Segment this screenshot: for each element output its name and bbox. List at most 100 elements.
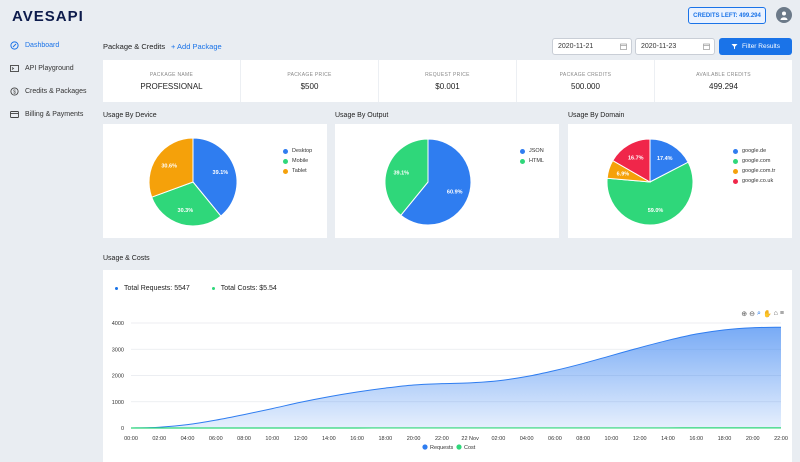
pie-slice-label: 59.0% bbox=[648, 208, 664, 214]
usage-by-output-title: Usage By Output bbox=[335, 112, 389, 119]
stat-label: PACKAGE NAME bbox=[149, 71, 194, 78]
date-to-value: 2020-11-23 bbox=[641, 43, 677, 50]
pie-slice-desktop[interactable] bbox=[192, 137, 238, 217]
legend-dot bbox=[520, 158, 525, 164]
stat-package-price: PACKAGE PRICE $500 bbox=[241, 60, 379, 102]
add-package-link[interactable]: + Add Package bbox=[171, 42, 222, 51]
x-tick-label: 22:00 bbox=[774, 436, 788, 442]
app-logo: AVESAPI bbox=[12, 8, 84, 25]
requests-area bbox=[131, 327, 781, 428]
sidebar-item-label: Billing & Payments bbox=[25, 111, 84, 118]
x-tick-label: 14:00 bbox=[322, 436, 336, 442]
pie-slice-google-com[interactable] bbox=[606, 161, 694, 226]
home-icon[interactable]: ⌂ bbox=[773, 310, 778, 317]
menu-icon[interactable]: ≡ bbox=[779, 310, 784, 317]
sidebar: Dashboard API Playground $ Credits & Pac… bbox=[0, 34, 96, 126]
legend-item-google-co-uk[interactable]: google.co.uk bbox=[733, 176, 775, 186]
legend-label: Desktop bbox=[292, 148, 313, 154]
pie-slice-mobile[interactable] bbox=[151, 181, 222, 227]
filter-results-button[interactable]: Filter Results bbox=[719, 38, 792, 55]
x-tick-label: 12:00 bbox=[633, 436, 647, 442]
usage-costs-title: Usage & Costs bbox=[103, 255, 150, 262]
legend-dot bbox=[283, 168, 288, 174]
pie-slice-google-de[interactable] bbox=[649, 138, 689, 183]
x-tick-label: 22:00 bbox=[435, 436, 449, 442]
legend-label[interactable]: Cost bbox=[464, 445, 476, 451]
legend-dot bbox=[733, 168, 738, 174]
x-tick-label: 10:00 bbox=[265, 436, 279, 442]
pie-slice-google-co-uk[interactable] bbox=[612, 138, 651, 183]
sidebar-item-credits-packages[interactable]: $ Credits & Packages bbox=[0, 80, 96, 103]
legend-item-tablet[interactable]: Tablet bbox=[283, 166, 312, 176]
pie-slice-tablet[interactable] bbox=[148, 137, 194, 198]
stat-value: 499.294 bbox=[709, 81, 738, 91]
pan-hand-icon[interactable]: ✋ bbox=[762, 311, 772, 318]
stat-value: $0.001 bbox=[435, 81, 460, 91]
pie-slice-label: 30.3% bbox=[178, 208, 194, 214]
device-pie-card: 39.1% 30.3% 30.6% Desktop Mobile Tablet bbox=[103, 124, 327, 238]
pie-slice-html[interactable] bbox=[384, 138, 429, 217]
stat-label: PACKAGE CREDITS bbox=[559, 71, 612, 78]
legend-dot bbox=[283, 158, 288, 164]
sidebar-item-dashboard[interactable]: Dashboard bbox=[0, 34, 96, 57]
legend-item-google-com-tr[interactable]: google.com.tr bbox=[733, 166, 775, 176]
legend-label: Tablet bbox=[292, 168, 307, 174]
zoom-in-icon[interactable]: ⊕ bbox=[741, 311, 748, 318]
x-tick-label: 06:00 bbox=[548, 436, 562, 442]
y-tick-label: 3000 bbox=[112, 347, 124, 353]
date-to-input[interactable]: 2020-11-23 bbox=[635, 38, 715, 55]
legend-item-google-com[interactable]: google.com bbox=[733, 156, 775, 166]
pie-slice-label: 39.1% bbox=[213, 170, 229, 176]
x-tick-label: 14:00 bbox=[661, 436, 675, 442]
x-tick-label: 04:00 bbox=[520, 436, 534, 442]
x-tick-label: 06:00 bbox=[209, 436, 223, 442]
y-tick-label: 4000 bbox=[112, 321, 124, 327]
legend-dot bbox=[456, 444, 462, 450]
legend-item-desktop[interactable]: Desktop bbox=[283, 146, 312, 156]
terminal-icon bbox=[10, 64, 19, 73]
legend-label: google.com.tr bbox=[742, 168, 776, 174]
stat-label: AVAILABLE CREDITS bbox=[696, 71, 751, 78]
requests-line[interactable] bbox=[130, 326, 782, 429]
card-icon bbox=[10, 110, 19, 119]
magnifier-icon[interactable]: ⌕ bbox=[757, 310, 761, 317]
x-tick-label: 18:00 bbox=[378, 436, 392, 442]
legend-label: google.de bbox=[742, 148, 767, 154]
date-from-value: 2020-11-21 bbox=[558, 43, 594, 50]
requests-dot bbox=[115, 287, 118, 290]
pie-slice-label: 30.6% bbox=[161, 163, 177, 169]
usage-by-domain-title: Usage By Domain bbox=[568, 112, 625, 119]
dollar-icon: $ bbox=[10, 87, 19, 96]
sidebar-item-api-playground[interactable]: API Playground bbox=[0, 57, 96, 80]
calendar-icon bbox=[620, 43, 627, 50]
total-costs-text: Total Costs: $5.54 bbox=[220, 285, 277, 292]
user-avatar[interactable] bbox=[776, 7, 792, 23]
legend-dot bbox=[422, 444, 428, 450]
x-tick-label: 00:00 bbox=[124, 436, 138, 442]
chart-toolbar: ⊕ ⊖ ⌕ ✋ ⌂ ≡ bbox=[741, 310, 784, 318]
pie-slice-label: 17.4% bbox=[657, 156, 673, 162]
usage-totals: Total Requests: 5547 Total Costs: $5.54 bbox=[115, 285, 277, 292]
device-pie-legend: Desktop Mobile Tablet bbox=[283, 146, 312, 176]
legend-item-mobile[interactable]: Mobile bbox=[283, 156, 312, 166]
pie-slice-json[interactable] bbox=[400, 138, 472, 226]
legend-item-json[interactable]: JSON bbox=[520, 146, 544, 156]
package-stats-bar: PACKAGE NAME PROFESSIONAL PACKAGE PRICE $5… bbox=[103, 60, 792, 102]
stat-package-credits: PACKAGE CREDITS 500.000 bbox=[517, 60, 655, 102]
date-from-input[interactable]: 2020-11-21 bbox=[552, 38, 632, 55]
filter-icon bbox=[731, 44, 738, 50]
legend-label: Mobile bbox=[292, 158, 309, 164]
credits-left-badge: CREDITS LEFT: 499.294 bbox=[688, 7, 766, 24]
user-icon bbox=[780, 11, 788, 20]
device-pie-chart: 39.1% 30.3% 30.6% bbox=[148, 137, 238, 227]
x-tick-label: 16:00 bbox=[689, 436, 703, 442]
legend-item-html[interactable]: HTML bbox=[520, 156, 544, 166]
legend-label: google.com bbox=[742, 158, 771, 164]
x-tick-label: 22 Nov bbox=[461, 436, 479, 442]
zoom-out-icon[interactable]: ⊖ bbox=[749, 311, 756, 318]
legend-label[interactable]: Requests bbox=[430, 445, 453, 451]
sidebar-item-billing-payments[interactable]: Billing & Payments bbox=[0, 103, 96, 126]
domain-pie-chart: 17.4% 59.0% 6.9% 16.7% bbox=[606, 138, 694, 226]
legend-item-google-de[interactable]: google.de bbox=[733, 146, 775, 156]
usage-costs-card: Total Requests: 5547 Total Costs: $5.54 … bbox=[103, 270, 792, 462]
